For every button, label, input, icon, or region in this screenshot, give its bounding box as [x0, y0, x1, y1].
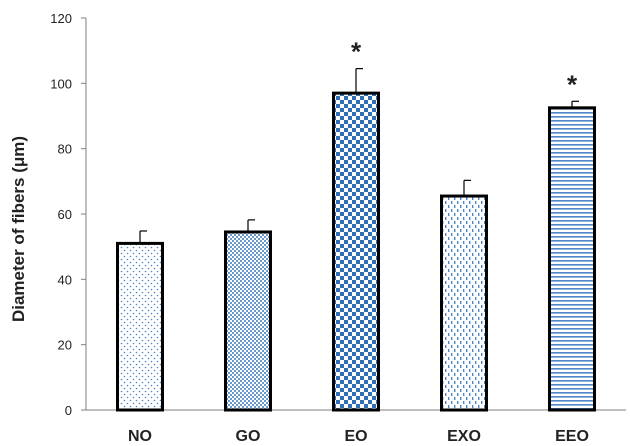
y-tick-label: 60: [58, 207, 72, 222]
bar-go: [224, 230, 272, 412]
y-ticks: 0 20 40 60 80 100 120: [50, 11, 86, 418]
y-tick-label: 20: [58, 338, 72, 353]
significance-marker-eo: *: [351, 37, 362, 67]
bar-no: [116, 241, 164, 412]
y-tick-label: 100: [50, 76, 72, 91]
y-axis-label: Diameter of fibers (μm): [9, 136, 28, 322]
bars: **: [116, 37, 596, 412]
x-tick-label-go: GO: [236, 428, 261, 445]
x-ticks: NO GO EO EXO EEO: [128, 428, 589, 445]
bar-exo: [440, 194, 488, 412]
x-tick-label-exo: EXO: [447, 428, 481, 445]
x-tick-label-eo: EO: [344, 428, 367, 445]
y-tick-label: 40: [58, 272, 72, 287]
y-tick-label: 80: [58, 142, 72, 157]
x-tick-label-no: NO: [128, 428, 152, 445]
bar-eeo: [548, 106, 596, 412]
bar-eo: [332, 91, 380, 412]
significance-marker-eeo: *: [567, 69, 578, 99]
y-tick-label: 120: [50, 11, 72, 26]
x-tick-label-eeo: EEO: [555, 428, 589, 445]
y-tick-label: 0: [65, 403, 72, 418]
